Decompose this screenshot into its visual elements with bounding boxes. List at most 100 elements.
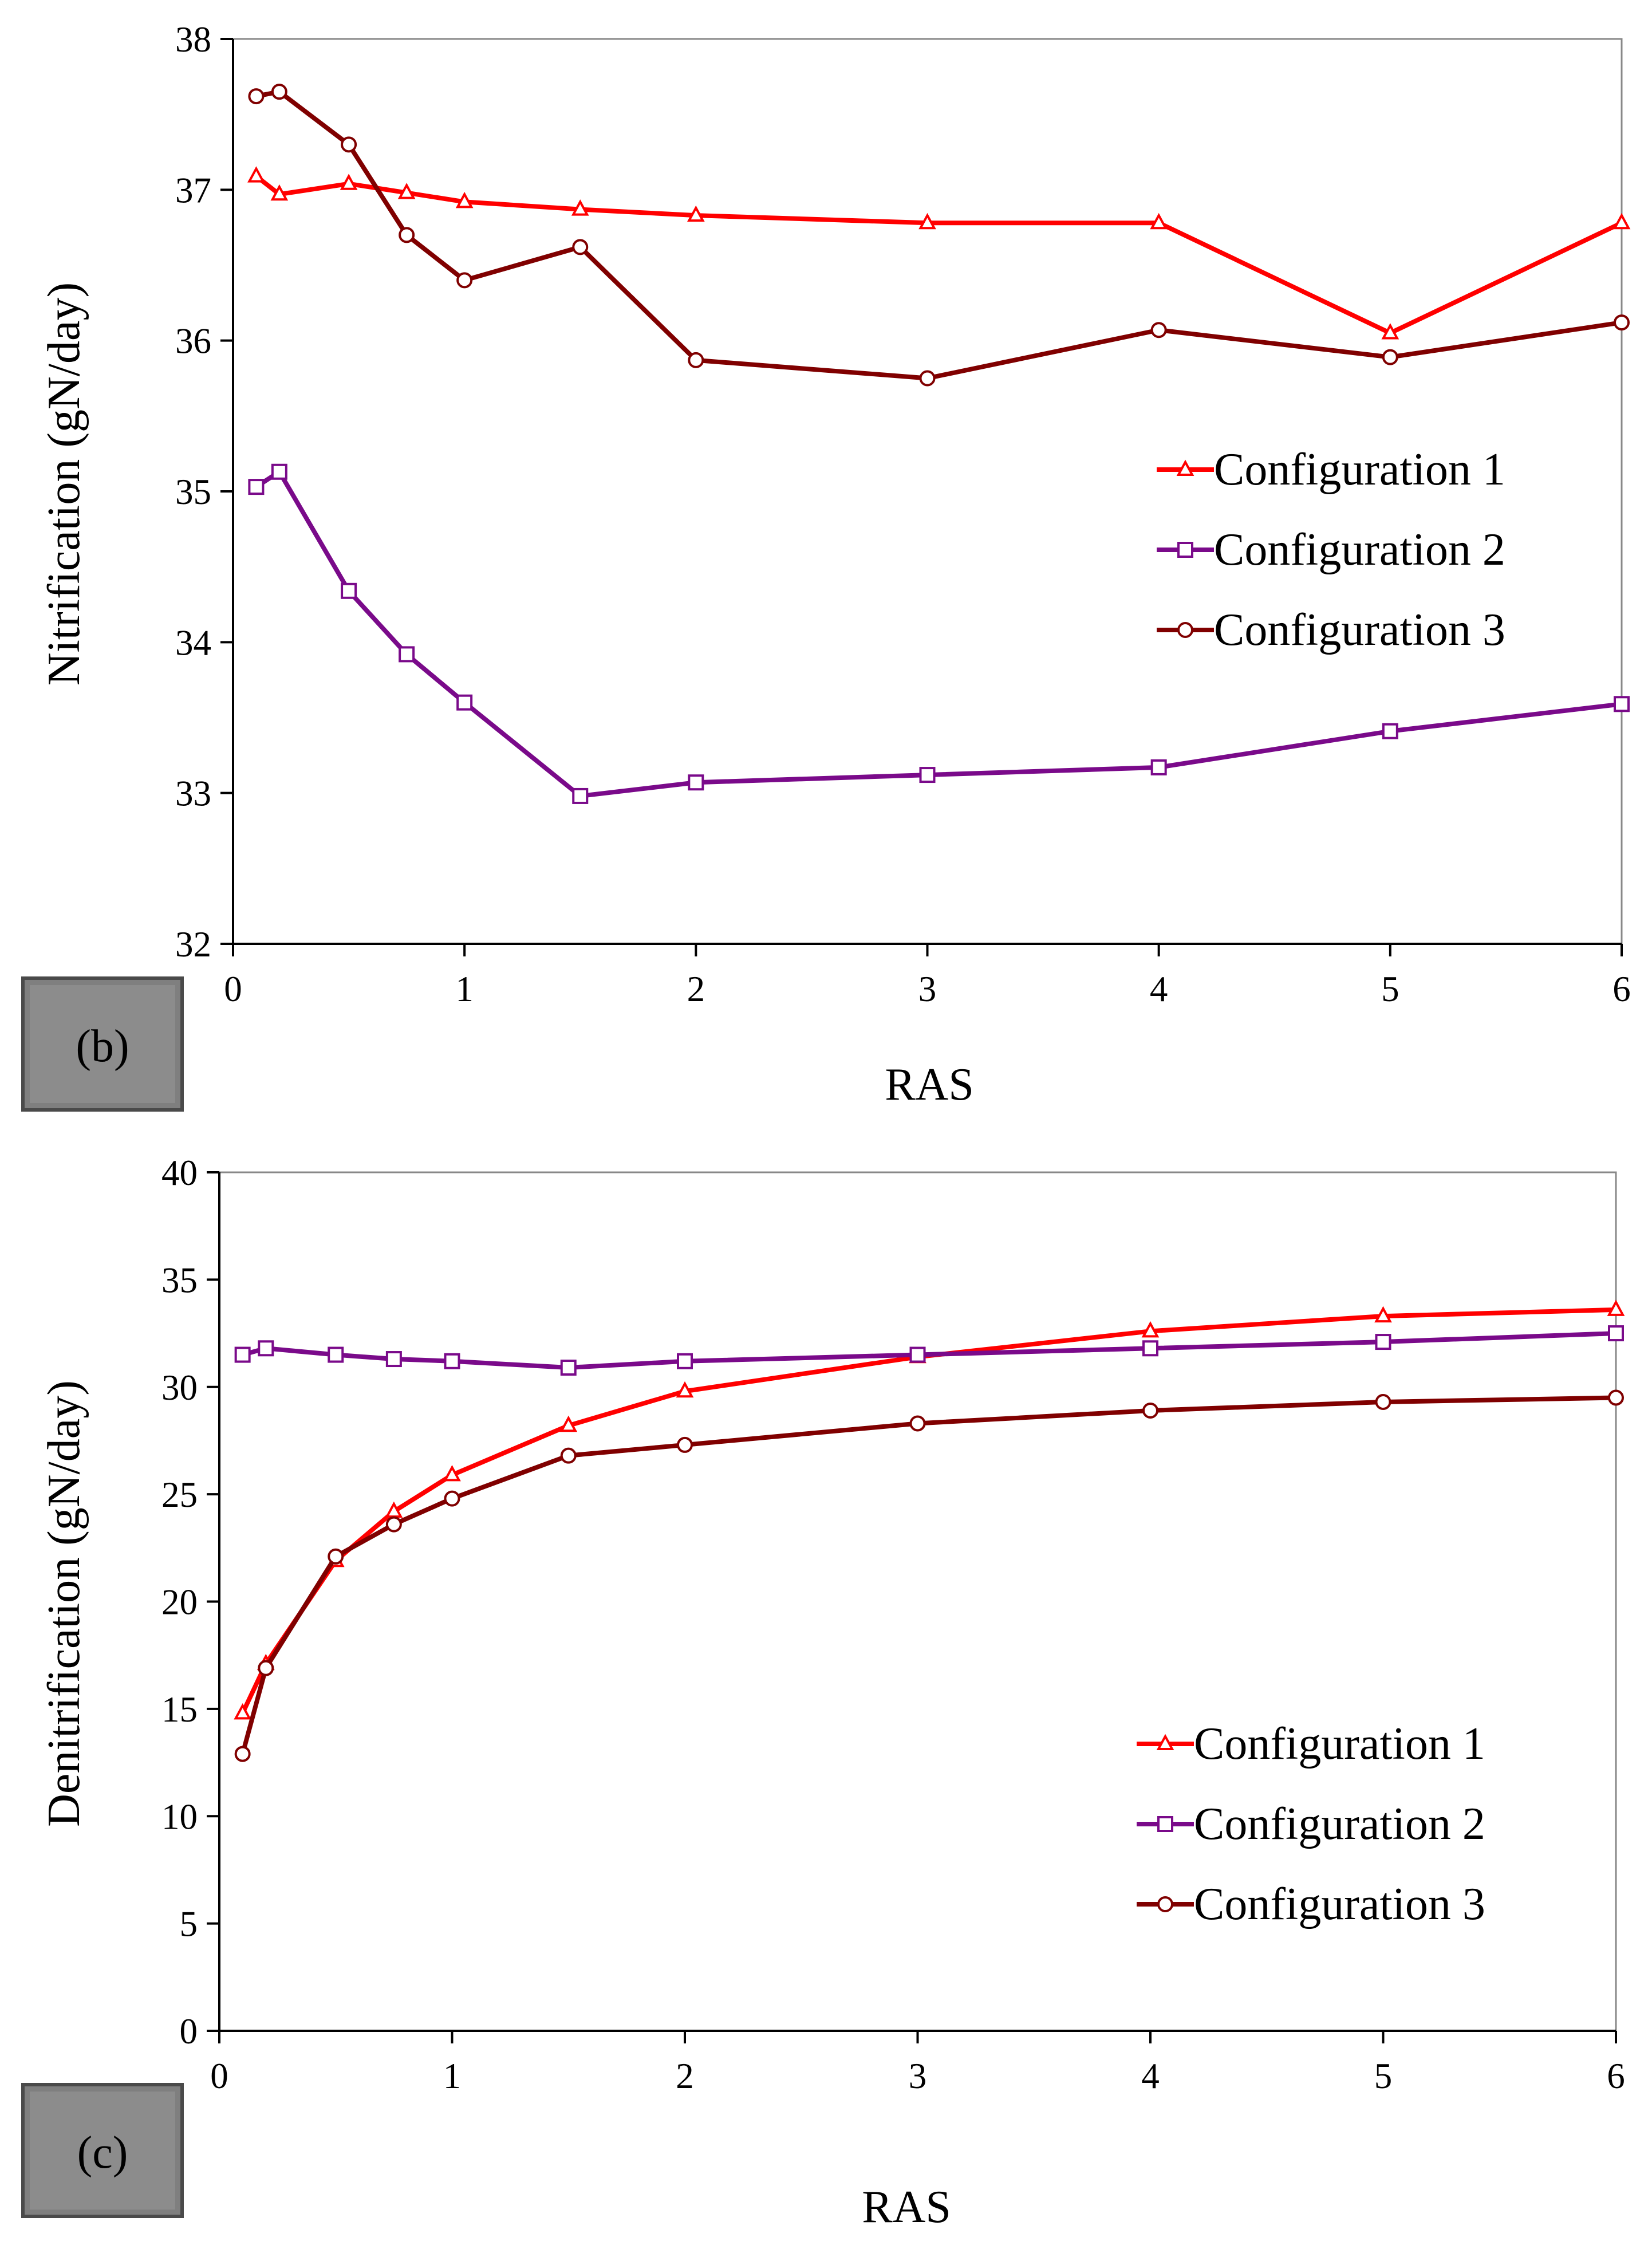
denitrification-point-configuration-2 bbox=[328, 1346, 344, 1363]
nitrification-point-configuration-1 bbox=[1612, 212, 1631, 230]
nitrification-point-configuration-1 bbox=[1381, 323, 1399, 340]
nitrification-point-configuration-2 bbox=[1150, 759, 1167, 775]
denitrification-point-configuration-3 bbox=[234, 1746, 251, 1762]
denitrification-y-tick-label: 15 bbox=[161, 1689, 198, 1730]
nitrification-point-configuration-3 bbox=[1614, 314, 1630, 331]
denitrification-legend-label: Configuration 3 bbox=[1194, 1879, 1485, 1929]
denitrification-point-configuration-2 bbox=[560, 1360, 577, 1376]
denitrification-series-configuration-2 bbox=[234, 1325, 1624, 1376]
denitrification-y-tick-label: 5 bbox=[180, 1904, 198, 1944]
denitrification-point-configuration-1 bbox=[443, 1464, 461, 1482]
denitrification-point-configuration-3 bbox=[677, 1436, 693, 1453]
nitrification-point-configuration-3 bbox=[688, 352, 704, 368]
nitrification-y-tick-label: 33 bbox=[175, 774, 211, 814]
denitrification-legend-item-configuration-3: Configuration 3 bbox=[1137, 1879, 1485, 1929]
nitrification-point-configuration-1 bbox=[1150, 212, 1168, 230]
denitrification-legend-item-configuration-1: Configuration 1 bbox=[1137, 1719, 1485, 1769]
nitrification-y-tick-label: 36 bbox=[175, 321, 211, 361]
nitrification-legend: Configuration 1 Configuration 2 Configurat… bbox=[1157, 444, 1505, 655]
nitrification-y-ticks: 32 33 34 35 36 37 38 bbox=[175, 19, 233, 964]
nitrification-point-configuration-1 bbox=[687, 205, 705, 222]
nitrification-point-configuration-1 bbox=[455, 191, 474, 208]
nitrification-point-configuration-3 bbox=[341, 136, 357, 153]
denitrification-x-tick-label: 2 bbox=[676, 2056, 694, 2096]
nitrification-x-axis-title: RAS bbox=[885, 1060, 974, 1110]
nitrification-legend-label: Configuration 2 bbox=[1214, 525, 1505, 575]
denitrification-point-configuration-2 bbox=[258, 1340, 274, 1357]
nitrification-point-configuration-1 bbox=[571, 199, 589, 216]
denitrification-legend-marker bbox=[1157, 1896, 1173, 1912]
denitrification-y-tick-label: 40 bbox=[161, 1153, 198, 1193]
nitrification-x-ticks: 0 1 2 3 4 5 6 bbox=[224, 944, 1631, 1009]
nitrification-y-tick-label: 35 bbox=[175, 472, 211, 512]
denitrification-series bbox=[234, 1299, 1625, 1762]
nitrification-x-tick-label: 1 bbox=[455, 969, 474, 1009]
denitrification-y-tick-label: 30 bbox=[161, 1368, 198, 1408]
nitrification-point-configuration-2 bbox=[456, 694, 473, 711]
nitrification-point-configuration-2 bbox=[919, 767, 936, 783]
nitrification-series-configuration-1 bbox=[247, 166, 1631, 340]
denitrification-point-configuration-1 bbox=[676, 1381, 694, 1398]
denitrification-point-configuration-3 bbox=[1608, 1389, 1624, 1406]
denitrification-point-configuration-1 bbox=[1607, 1299, 1625, 1316]
denitrification-point-configuration-3 bbox=[444, 1490, 460, 1507]
nitrification-x-tick-label: 3 bbox=[918, 969, 937, 1009]
nitrification-legend-marker bbox=[1177, 542, 1193, 558]
chart-denitrification: 0 1 2 3 4 5 6 0 5 10 15 20 25 30 35 40 Configuration 1… bbox=[21, 1153, 1625, 2232]
nitrification-x-tick-label: 2 bbox=[687, 969, 705, 1009]
denitrification-point-configuration-3 bbox=[1375, 1393, 1391, 1410]
denitrification-point-configuration-2 bbox=[1608, 1325, 1624, 1342]
denitrification-x-tick-label: 5 bbox=[1374, 2056, 1393, 2096]
denitrification-point-configuration-3 bbox=[1142, 1402, 1158, 1419]
nitrification-x-tick-label: 4 bbox=[1150, 969, 1168, 1009]
denitrification-point-configuration-2 bbox=[385, 1351, 402, 1368]
nitrification-y-tick-label: 38 bbox=[175, 19, 211, 60]
nitrification-point-configuration-3 bbox=[1382, 349, 1398, 365]
denitrification-y-axis-title: Denitrification (gN/day) bbox=[39, 1380, 89, 1827]
nitrification-point-configuration-2 bbox=[572, 787, 589, 804]
denitrification-x-tick-label: 3 bbox=[909, 2056, 927, 2096]
nitrification-point-configuration-2 bbox=[271, 463, 287, 480]
nitrification-point-configuration-2 bbox=[688, 774, 704, 791]
denitrification-x-tick-label: 1 bbox=[443, 2056, 462, 2096]
denitrification-series-configuration-3 bbox=[234, 1389, 1624, 1762]
denitrification-x-axis-title: RAS bbox=[862, 2182, 951, 2232]
denitrification-y-tick-label: 0 bbox=[180, 2011, 198, 2051]
denitrification-legend-marker bbox=[1157, 1816, 1173, 1832]
nitrification-series-configuration-3 bbox=[248, 84, 1630, 387]
denitrification-y-ticks: 0 5 10 15 20 25 30 35 40 bbox=[161, 1153, 219, 2051]
denitrification-point-configuration-1 bbox=[1141, 1321, 1160, 1338]
nitrification-point-configuration-2 bbox=[248, 479, 265, 495]
denitrification-y-tick-label: 25 bbox=[161, 1475, 198, 1515]
nitrification-point-configuration-2 bbox=[1382, 723, 1398, 739]
nitrification-legend-marker bbox=[1177, 622, 1193, 638]
denitrification-legend-item-configuration-2: Configuration 2 bbox=[1137, 1799, 1485, 1849]
nitrification-point-configuration-2 bbox=[399, 646, 415, 663]
denitrification-x-tick-label: 6 bbox=[1607, 2056, 1625, 2096]
panel-label-c-text: (c) bbox=[77, 2128, 128, 2178]
nitrification-y-tick-label: 34 bbox=[175, 623, 211, 663]
nitrification-y-tick-label: 37 bbox=[175, 170, 211, 210]
nitrification-series bbox=[247, 84, 1631, 804]
panel-label-c: (c) bbox=[21, 2083, 184, 2218]
denitrification-y-tick-label: 10 bbox=[161, 1797, 198, 1837]
denitrification-point-configuration-2 bbox=[1375, 1334, 1391, 1350]
nitrification-legend-label: Configuration 1 bbox=[1214, 444, 1505, 495]
denitrification-point-configuration-2 bbox=[444, 1353, 460, 1369]
denitrification-legend: Configuration 1 Configuration 2 Configurat… bbox=[1137, 1719, 1485, 1929]
denitrification-point-configuration-3 bbox=[385, 1516, 402, 1533]
denitrification-point-configuration-2 bbox=[909, 1346, 926, 1363]
nitrification-point-configuration-3 bbox=[572, 239, 589, 255]
panel-label-b-text: (b) bbox=[76, 1021, 129, 1072]
denitrification-point-configuration-3 bbox=[258, 1660, 274, 1676]
denitrification-point-configuration-3 bbox=[560, 1447, 577, 1464]
nitrification-point-configuration-3 bbox=[1150, 322, 1167, 338]
nitrification-x-tick-label: 6 bbox=[1612, 969, 1631, 1009]
denitrification-legend-label: Configuration 2 bbox=[1194, 1799, 1485, 1849]
denitrification-y-tick-label: 35 bbox=[161, 1260, 198, 1300]
nitrification-point-configuration-1 bbox=[397, 183, 416, 199]
nitrification-legend-label: Configuration 3 bbox=[1214, 605, 1505, 655]
nitrification-legend-item-configuration-3: Configuration 3 bbox=[1157, 605, 1505, 655]
